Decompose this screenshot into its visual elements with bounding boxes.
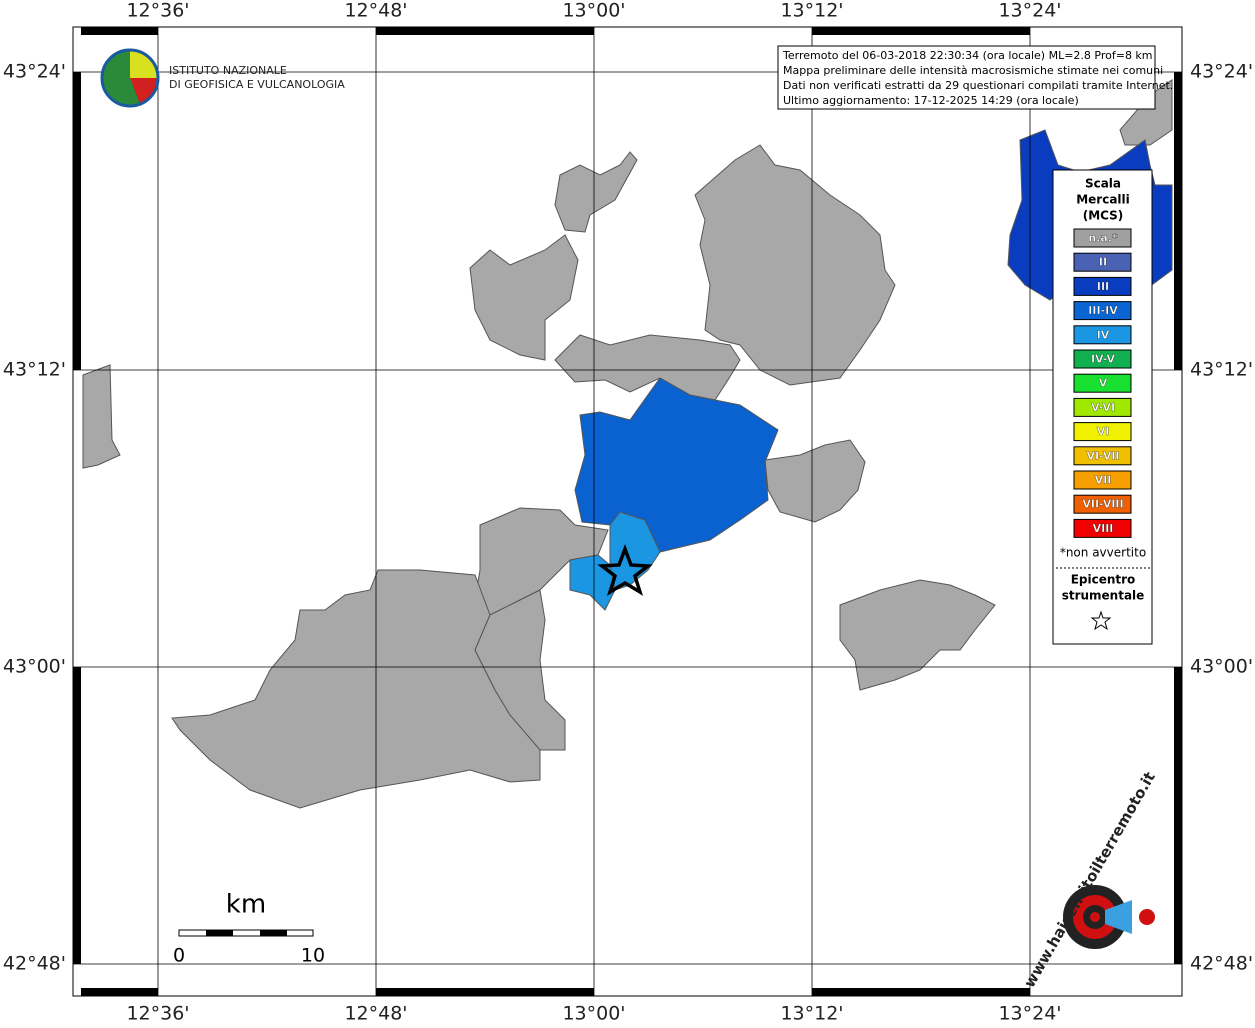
lon-label: 13°00' xyxy=(562,0,625,22)
legend-swatch xyxy=(1073,325,1132,345)
legend-label: n.a.* xyxy=(1088,232,1118,245)
legend-label: V xyxy=(1099,377,1108,390)
info-line: Terremoto del 06-03-2018 22:30:34 (ora l… xyxy=(782,49,1153,62)
legend-swatch xyxy=(1073,518,1132,538)
lon-label: 12°36' xyxy=(126,1003,189,1025)
lon-label: 13°12' xyxy=(780,1003,843,1025)
institute-line: ISTITUTO NAZIONALE xyxy=(169,64,287,77)
lat-label: 42°48' xyxy=(3,953,66,975)
legend-label: III-IV xyxy=(1088,304,1118,317)
lat-label: 43°24' xyxy=(1190,61,1253,83)
legend-title: Mercalli xyxy=(1076,193,1130,207)
lon-label: 12°48' xyxy=(344,1003,407,1025)
lon-label: 13°24' xyxy=(998,0,1061,22)
lon-label: 13°24' xyxy=(998,1003,1061,1025)
municipalities xyxy=(82,79,1173,809)
legend-swatch xyxy=(1073,301,1132,321)
legend-note: *non avvertito xyxy=(1060,546,1146,560)
lat-label: 43°00' xyxy=(3,656,66,678)
scale-unit: km xyxy=(226,890,266,920)
info-line: Mappa preliminare delle intensità macros… xyxy=(783,64,1163,77)
legend-label: IV-V xyxy=(1091,353,1116,366)
legend-swatch xyxy=(1073,228,1132,248)
legend-title: (MCS) xyxy=(1083,209,1124,223)
legend-swatch xyxy=(1073,397,1132,417)
legend-swatch xyxy=(1073,349,1132,369)
info-line: Dati non verificati estratti da 29 quest… xyxy=(783,79,1173,92)
legend-title: Scala xyxy=(1085,177,1121,191)
legend-epicenter: Epicentro xyxy=(1071,573,1136,587)
legend-epicenter: strumentale xyxy=(1062,589,1145,603)
legend-label: VIII xyxy=(1093,522,1114,535)
legend-label: V-VI xyxy=(1091,401,1115,414)
info-line: Ultimo aggiornamento: 17-12-2025 14:29 (… xyxy=(783,94,1079,107)
legend-star xyxy=(1090,610,1112,631)
lon-label: 12°36' xyxy=(126,0,189,22)
legend-label: II xyxy=(1099,256,1107,269)
lat-label: 43°00' xyxy=(1190,656,1253,678)
legend-label: VII xyxy=(1095,474,1112,487)
legend-label: VII-VIII xyxy=(1082,498,1123,511)
legend-label: IV xyxy=(1097,328,1110,341)
lon-label: 13°00' xyxy=(562,1003,625,1025)
lon-label: 13°12' xyxy=(780,0,843,22)
epicenter-star xyxy=(597,544,653,596)
legend-swatch xyxy=(1073,252,1132,272)
legend-swatch xyxy=(1073,470,1132,490)
legend-swatch xyxy=(1073,494,1132,514)
scale-label: 10 xyxy=(301,945,325,967)
scale-bar: km 0 10 xyxy=(173,890,325,967)
institute-line: DI GEOFISICA E VULCANOLOGIA xyxy=(169,78,345,91)
info-box xyxy=(777,45,1156,110)
graticule xyxy=(73,27,1182,996)
legend-swatch xyxy=(1073,446,1132,466)
lat-label: 42°48' xyxy=(1190,953,1253,975)
legend-swatch xyxy=(1073,422,1132,442)
legend-label: VI-VII xyxy=(1086,449,1119,462)
lat-label: 43°12' xyxy=(1190,359,1253,381)
legend-swatch xyxy=(1073,276,1132,296)
scale-label: 0 xyxy=(173,945,185,967)
legend: ScalaMercalli(MCS)n.a.*IIIIIIII-IVIVIV-V… xyxy=(1073,177,1132,538)
legend-label: VI xyxy=(1097,425,1110,438)
info-text: Terremoto del 06-03-2018 22:30:34 (ora l… xyxy=(782,49,1173,107)
lat-label: 43°24' xyxy=(3,61,66,83)
lat-label: 43°12' xyxy=(3,359,66,381)
legend-label: III xyxy=(1097,280,1109,293)
lon-label: 12°48' xyxy=(344,0,407,22)
ingv-logo: ISTITUTO NAZIONALE DI GEOFISICA E VULCAN… xyxy=(100,48,345,108)
legend-swatch xyxy=(1073,373,1132,393)
frame-bars xyxy=(73,27,1182,996)
